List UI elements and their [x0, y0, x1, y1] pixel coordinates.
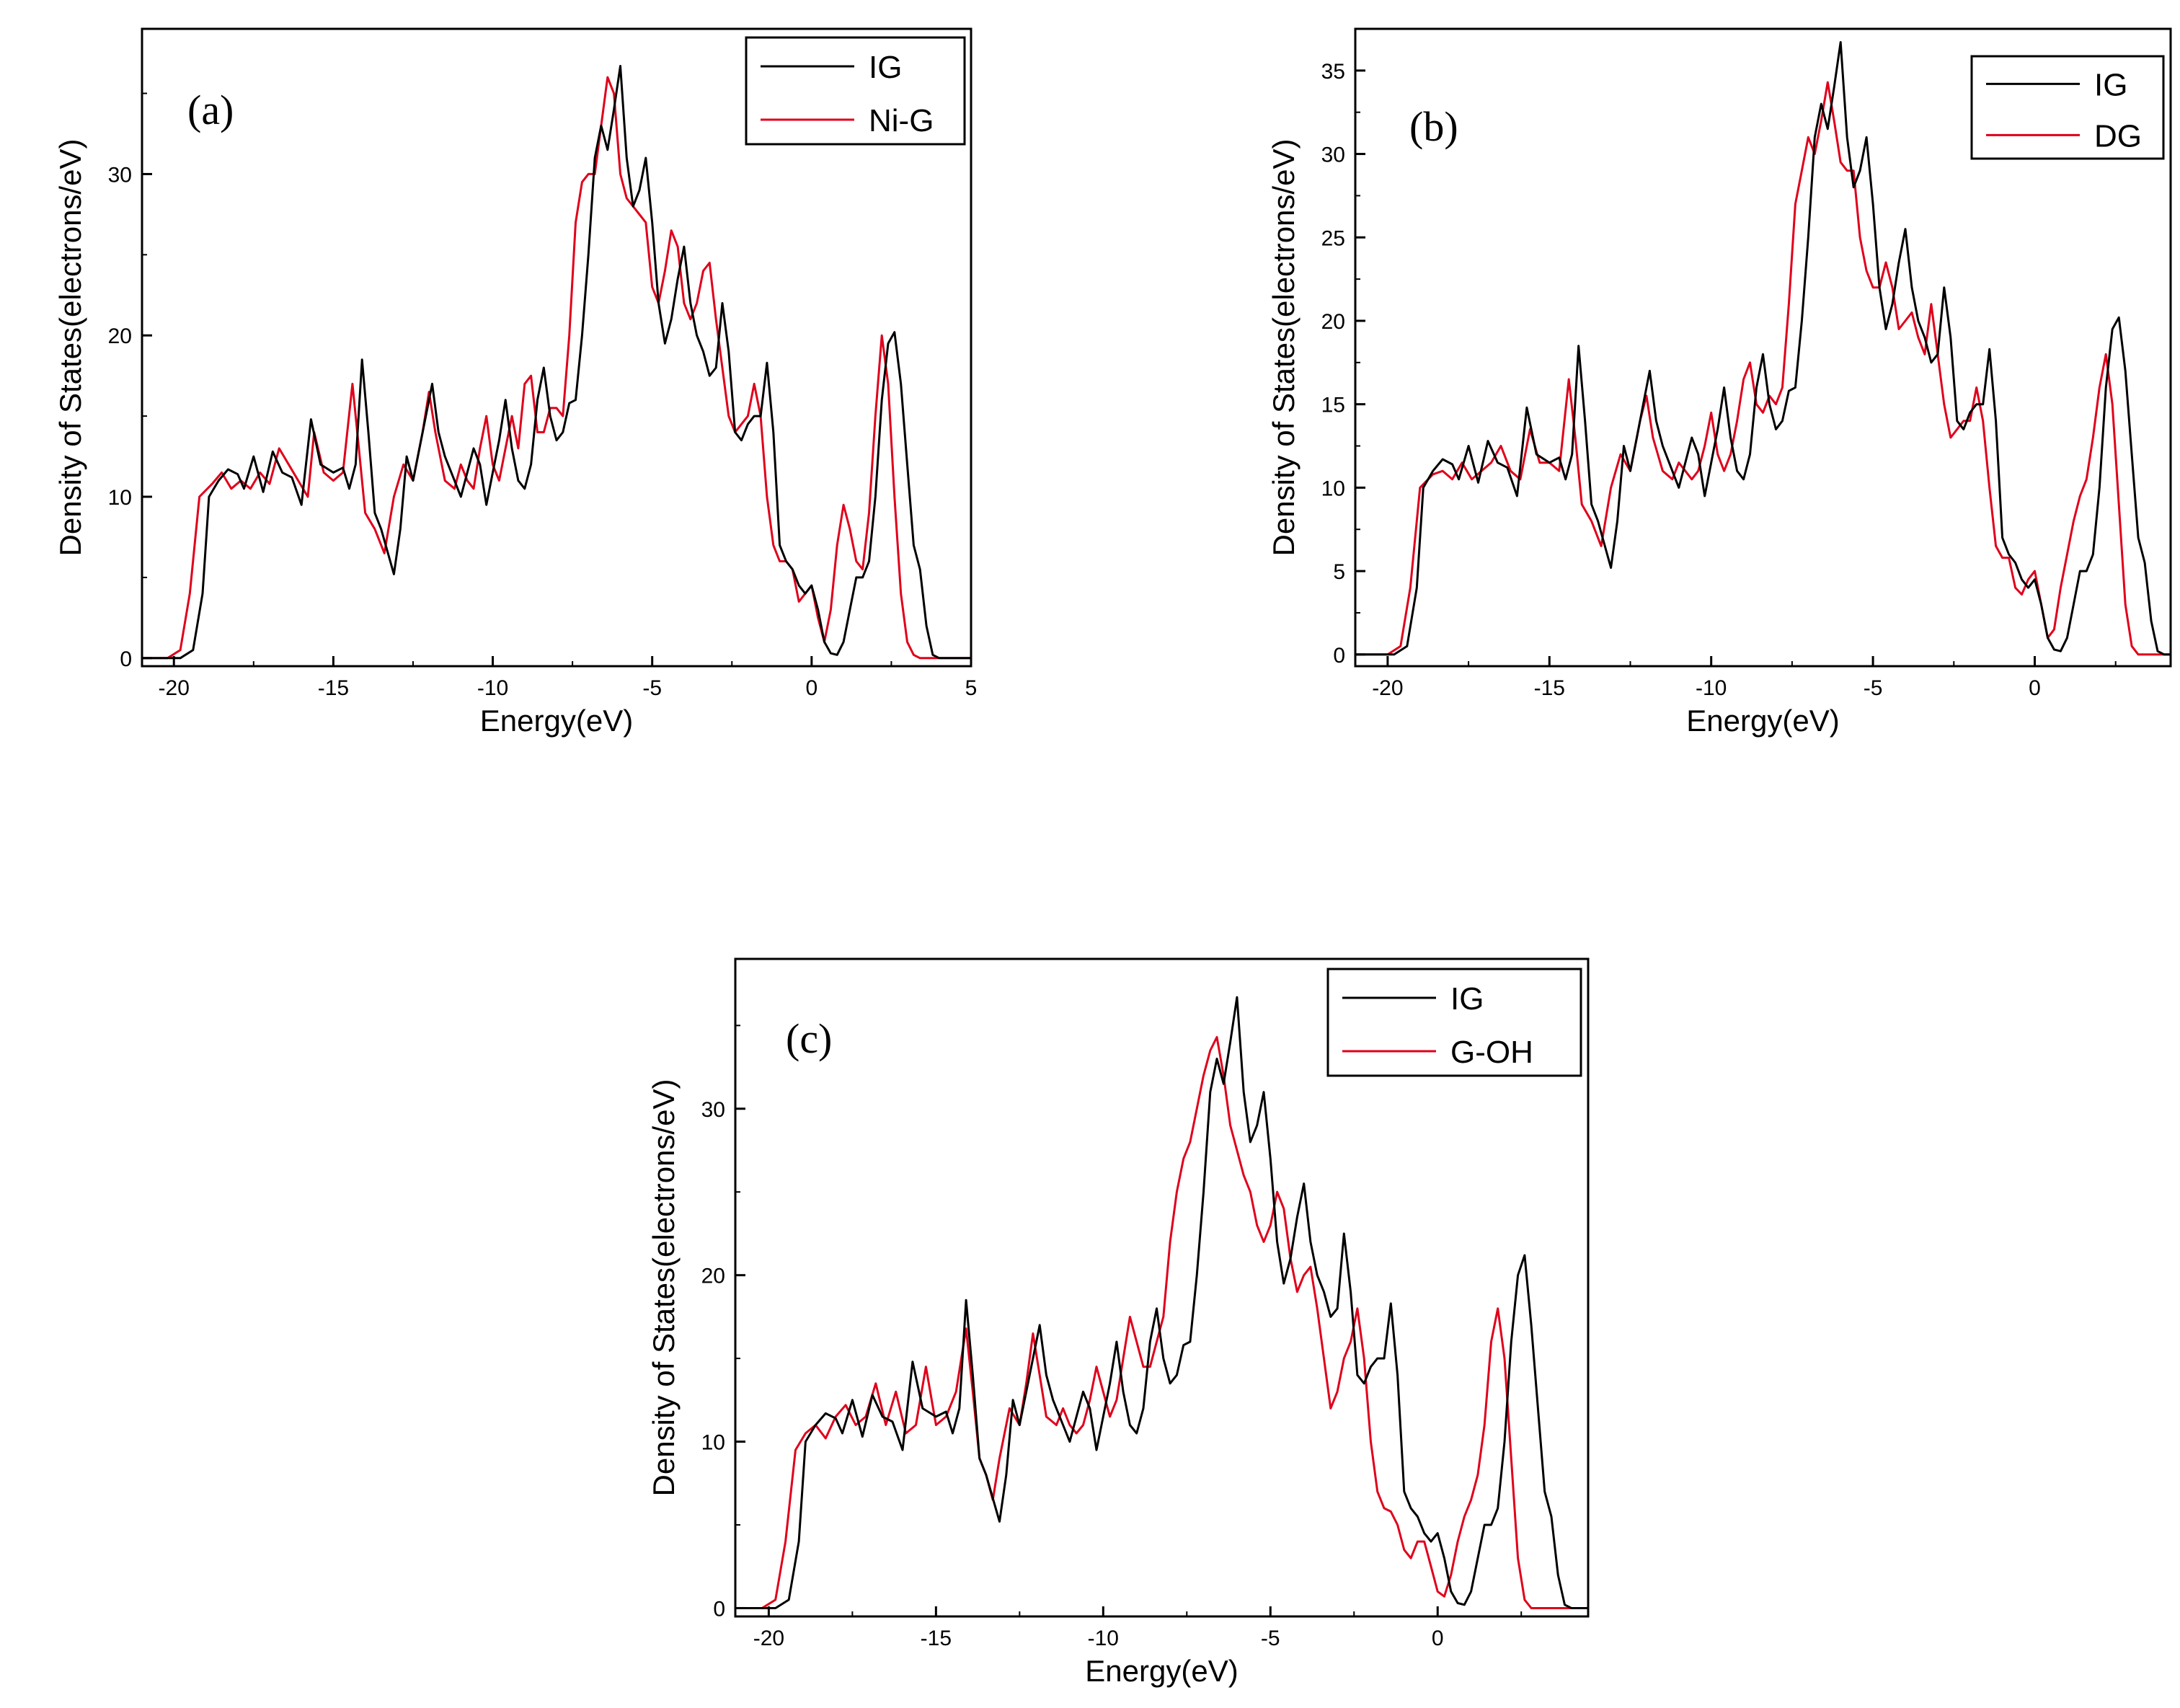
x-tick-label: -15: [1534, 676, 1565, 700]
y-tick-label: 10: [701, 1431, 725, 1455]
y-tick-label: 20: [701, 1265, 725, 1288]
x-tick-label: 0: [2029, 676, 2041, 700]
x-axis-label: Energy(eV): [1085, 1654, 1238, 1688]
x-tick-label: 0: [806, 676, 818, 700]
legend: IG DG: [1970, 55, 2165, 160]
x-tick-label: -20: [1372, 676, 1403, 700]
legend-label-ig: IG: [2094, 67, 2127, 102]
legend-label-g-oh: G-OH: [1450, 1035, 1533, 1070]
series-line-g-oh: [735, 1036, 1588, 1609]
series-line-ig: [142, 65, 971, 660]
x-tick-label: 5: [965, 676, 978, 700]
legend-label-ni-g: Ni-G: [869, 103, 934, 138]
legend-box: [1970, 55, 2165, 160]
x-tick-label: -10: [477, 676, 508, 700]
chart-panel-a: -20 -15 -10 -5 0 5 0 10 20 30 Energy(eV) Density of…: [53, 27, 978, 738]
y-tick-label: 0: [120, 647, 132, 671]
legend-box: [1326, 968, 1582, 1077]
x-tick-label: -20: [159, 676, 190, 700]
x-tick-label: -15: [318, 676, 349, 700]
x-tick-label: -10: [1696, 676, 1727, 700]
x-tick-label: -10: [1088, 1627, 1119, 1650]
x-tick-label: -15: [921, 1627, 952, 1650]
x-axis-label: Energy(eV): [480, 704, 633, 738]
x-tick-label: 0: [1432, 1627, 1444, 1650]
legend: IG Ni-G: [745, 36, 966, 146]
x-axis-label: Energy(eV): [1686, 704, 1839, 738]
legend-label-dg: DG: [2094, 118, 2142, 154]
panel-label: (a): [187, 87, 234, 133]
chart-panel-b: -20 -15 -10 -5 0 0 5 10 15 20 25 30 35 Energy(eV) Dens…: [1267, 27, 2172, 738]
y-tick-label: 30: [701, 1098, 725, 1122]
x-tick-label: -5: [642, 676, 662, 700]
y-tick-label: 35: [1321, 60, 1345, 84]
y-tick-label: 20: [108, 324, 132, 348]
panel-label: (c): [786, 1015, 832, 1062]
plot-frame: [734, 957, 1590, 1618]
legend: IG G-OH: [1326, 968, 1582, 1077]
y-tick-label: 5: [1333, 560, 1345, 584]
series-line-dg: [1355, 81, 2171, 656]
y-axis-label: Density of States(electrons/eV): [647, 1079, 681, 1497]
y-axis-label: Density of States(electrons/eV): [1267, 139, 1301, 557]
y-axis-label: Density of States(electrons/eV): [53, 139, 87, 557]
y-tick-label: 30: [1321, 143, 1345, 167]
y-tick-label: 0: [713, 1597, 725, 1621]
series-line-ig: [735, 996, 1588, 1609]
y-tick-label: 0: [1333, 644, 1345, 668]
x-tick-label: -5: [1261, 1627, 1280, 1650]
plot-frame: [141, 27, 972, 668]
y-tick-label: 10: [108, 486, 132, 510]
panel-label: (b): [1409, 103, 1458, 150]
y-tick-label: 30: [108, 163, 132, 187]
chart-panel-c: -20 -15 -10 -5 0 0 10 20 30 Energy(eV) Density of …: [647, 957, 1590, 1688]
x-tick-label: -5: [1864, 676, 1883, 700]
legend-box: [745, 36, 966, 146]
y-tick-label: 10: [1321, 477, 1345, 500]
x-tick-label: -20: [753, 1627, 784, 1650]
y-tick-label: 20: [1321, 310, 1345, 334]
y-tick-label: 15: [1321, 394, 1345, 417]
plot-frame: [1354, 27, 2172, 668]
legend-label-ig: IG: [1450, 981, 1484, 1017]
y-tick-label: 25: [1321, 226, 1345, 250]
legend-label-ig: IG: [869, 50, 902, 85]
series-line-ig: [1355, 41, 2171, 656]
